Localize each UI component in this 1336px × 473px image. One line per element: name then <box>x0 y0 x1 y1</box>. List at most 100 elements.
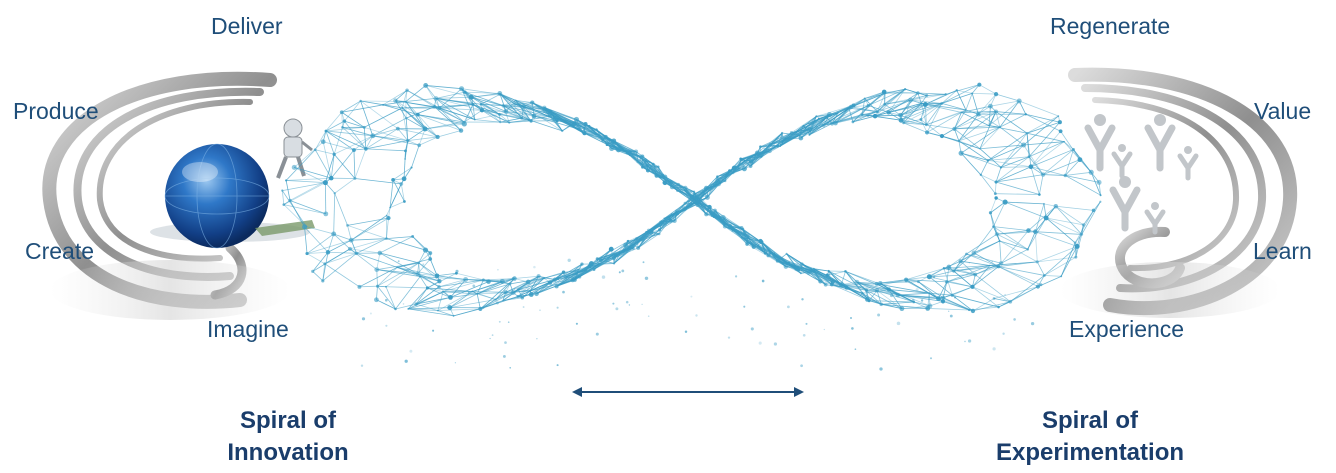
network-node <box>875 288 879 292</box>
network-node <box>987 159 990 162</box>
network-node <box>508 121 510 123</box>
network-particle <box>403 303 405 305</box>
network-node <box>669 219 673 223</box>
network-edge <box>361 101 406 102</box>
network-node <box>989 211 992 214</box>
network-node <box>828 270 830 272</box>
network-edge <box>477 294 495 300</box>
network-edge <box>286 180 325 182</box>
network-node <box>752 245 756 249</box>
network-node <box>972 251 977 256</box>
network-node <box>728 169 731 172</box>
network-node <box>659 221 662 224</box>
network-node <box>919 118 922 121</box>
network-node <box>867 104 870 107</box>
network-node <box>1099 201 1101 203</box>
network-node <box>1017 98 1022 103</box>
network-particle <box>370 312 372 314</box>
network-node <box>684 193 686 195</box>
network-node <box>414 302 418 306</box>
network-node <box>447 305 452 310</box>
network-edge <box>313 271 323 280</box>
network-particle <box>759 342 762 345</box>
network-particle <box>398 260 400 262</box>
network-node <box>482 278 485 281</box>
network-node <box>597 134 599 136</box>
network-node <box>837 112 839 114</box>
network-particle <box>897 322 901 326</box>
network-node <box>993 297 996 300</box>
network-node <box>1025 113 1027 115</box>
network-node <box>334 192 336 194</box>
network-node <box>394 308 397 311</box>
network-node <box>713 209 717 213</box>
network-node <box>601 139 604 142</box>
network-node <box>865 297 870 302</box>
network-edge <box>974 253 999 267</box>
network-node <box>588 125 590 127</box>
network-node <box>831 280 835 284</box>
network-particle <box>539 309 541 311</box>
network-edge <box>1028 232 1036 250</box>
network-node <box>670 185 675 190</box>
network-edge <box>1035 232 1037 262</box>
network-particle <box>850 317 852 319</box>
network-node <box>689 202 693 206</box>
network-node <box>521 296 524 299</box>
network-node <box>952 127 956 131</box>
network-node <box>643 158 647 162</box>
stage-label-create: Create <box>25 240 94 263</box>
network-node <box>807 271 811 275</box>
network-node <box>323 211 328 216</box>
network-node <box>943 267 945 269</box>
network-node <box>945 280 948 283</box>
network-particle <box>950 315 953 318</box>
network-node <box>672 219 677 224</box>
network-node <box>756 154 759 157</box>
network-particle <box>533 266 536 269</box>
network-node <box>945 93 947 95</box>
network-node <box>958 140 960 142</box>
network-node <box>401 107 403 109</box>
network-edge <box>973 267 999 287</box>
network-node <box>596 257 599 260</box>
network-node <box>434 96 439 101</box>
network-node <box>826 274 829 277</box>
network-node <box>992 225 994 227</box>
network-node <box>502 300 504 302</box>
network-node <box>776 144 779 147</box>
network-particle <box>824 329 825 330</box>
network-particle <box>621 270 624 273</box>
network-particle <box>948 311 949 312</box>
network-node <box>513 102 516 105</box>
network-node <box>386 215 388 217</box>
network-node <box>436 135 440 139</box>
network-node <box>396 266 398 268</box>
network-node <box>585 269 588 272</box>
network-node <box>331 232 336 237</box>
network-node <box>534 291 539 296</box>
network-node <box>374 297 379 302</box>
network-particle <box>557 364 559 366</box>
network-particle <box>690 296 692 298</box>
network-node <box>979 148 981 150</box>
network-particle <box>504 341 507 344</box>
network-particle <box>921 299 923 301</box>
network-node <box>800 262 804 266</box>
network-node <box>988 104 993 109</box>
network-node <box>693 193 696 196</box>
network-particle <box>385 299 388 302</box>
network-edge <box>975 275 1010 302</box>
network-node <box>556 277 559 280</box>
network-particle <box>468 292 470 294</box>
network-edge <box>994 287 1038 299</box>
network-node <box>925 123 928 126</box>
network-node <box>321 139 326 144</box>
network-edge <box>1043 160 1080 175</box>
network-particle <box>523 306 525 308</box>
network-node <box>815 115 817 117</box>
network-node <box>1041 172 1045 176</box>
network-node <box>636 241 638 243</box>
network-node <box>636 246 640 250</box>
network-node <box>416 113 420 117</box>
